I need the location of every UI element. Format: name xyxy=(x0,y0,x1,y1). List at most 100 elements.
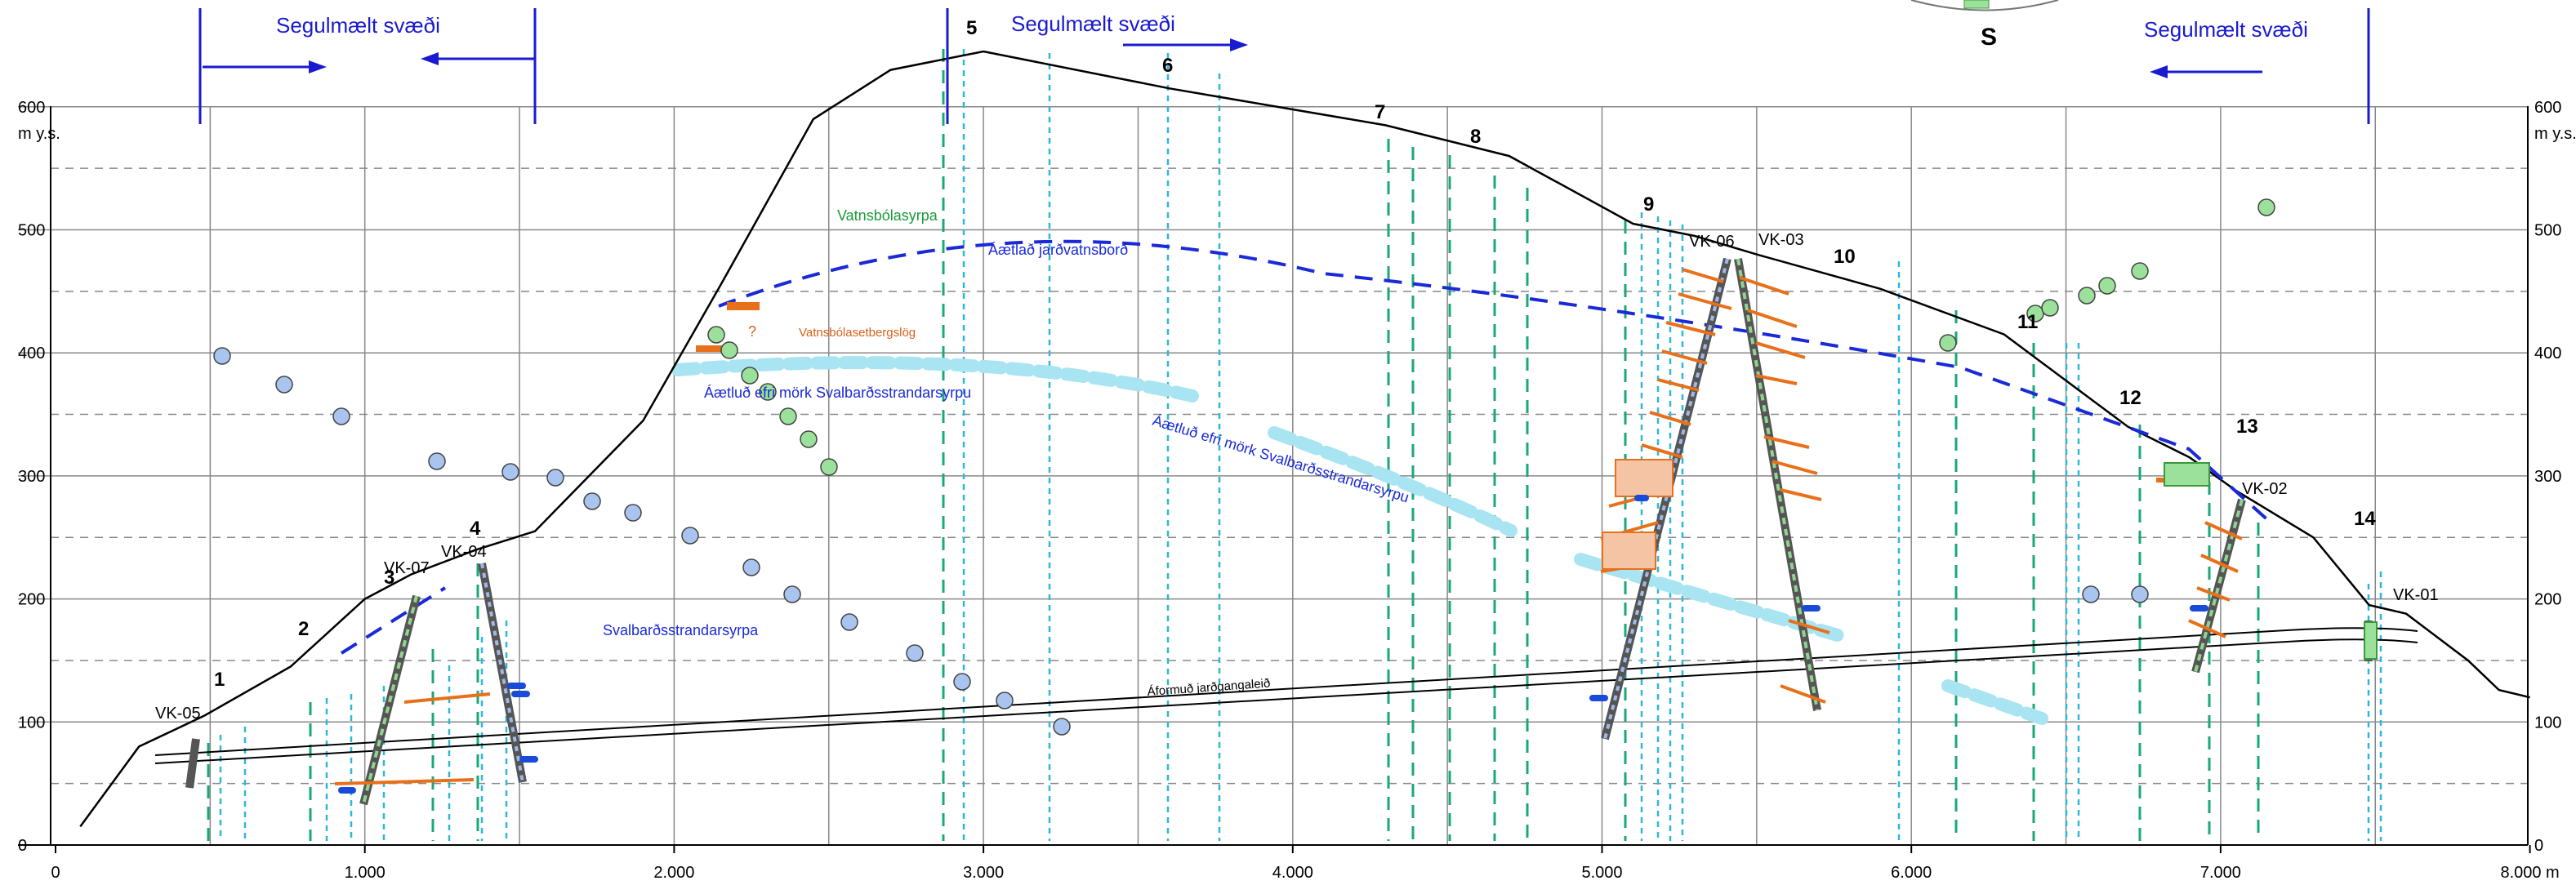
axis-frame xyxy=(18,106,2529,846)
water-table-line xyxy=(340,239,2272,655)
green-circle-marker xyxy=(779,407,797,425)
y-tick-label-left: 400 xyxy=(18,345,45,362)
blue-circle-marker xyxy=(428,452,446,470)
surface-markers xyxy=(213,198,2275,736)
blue-circle-marker xyxy=(583,492,601,510)
y-axis: 0 0 100 100 200 200 300 300 400 400 500 500 600 600 xyxy=(18,99,2561,855)
blue-circle-marker xyxy=(996,692,1014,709)
borehole-label: VK-03 xyxy=(1758,231,1804,249)
grid xyxy=(18,106,2528,845)
borehole-label: VK-01 xyxy=(2393,586,2439,604)
green-circle-marker xyxy=(2078,287,2096,305)
blue-circle-marker xyxy=(546,469,564,487)
borehole-label: VK-06 xyxy=(1689,233,1735,251)
x-tick-label: 3.000 xyxy=(963,864,1004,882)
label-upper-boundary-1: Áætluð efri mörk Svalbarðsstrandarsyrpu xyxy=(704,385,971,401)
blue-circle-marker xyxy=(783,585,801,603)
y-unit-left: m y.s. xyxy=(18,125,60,143)
section-number: 2 xyxy=(298,618,309,640)
green-circle-marker xyxy=(2131,262,2149,280)
green-circle-marker xyxy=(720,341,738,359)
magnetic-zones xyxy=(198,8,2370,124)
x-tick-label: 5.000 xyxy=(1581,864,1622,882)
y-tick-label-right: 600 xyxy=(2534,99,2561,117)
y-tick-label-right: 500 xyxy=(2534,222,2561,240)
green-circle-marker xyxy=(741,367,759,385)
borehole-label: VK-07 xyxy=(384,559,430,577)
alteration-marks xyxy=(334,268,2243,785)
section-number: 11 xyxy=(2017,311,2038,333)
borehole-label: VK-04 xyxy=(441,543,487,561)
blue-circle-marker xyxy=(332,407,350,425)
label-vatnsbolasyrpa: Vatnsbólasyrpa xyxy=(837,207,938,224)
blue-circle-marker xyxy=(501,463,519,481)
zone-label-3: Segulmælt svæði xyxy=(2144,17,2308,42)
x-tick-label: 4.000 xyxy=(1272,864,1313,882)
label-sediments: Vatnsbólasetbergslög xyxy=(799,326,916,340)
compass: S xyxy=(1910,0,2059,51)
green-circle-marker xyxy=(820,458,838,476)
label-upper-boundary-2: Áætluð efri mörk Svalbarðsstrandarsyrpu xyxy=(1151,412,1411,506)
section-number: 12 xyxy=(2119,387,2141,409)
label-svalbard-formation: Svalbarðsstrandarsyrpa xyxy=(603,622,759,638)
terrain-profile xyxy=(79,50,2530,828)
green-circle-marker xyxy=(2041,299,2059,317)
y-tick-label-left: 0 xyxy=(18,837,27,855)
blue-circle-marker xyxy=(906,644,924,662)
section-number: 5 xyxy=(966,17,977,39)
x-tick-label: 7.000 xyxy=(2200,864,2241,882)
section-number: 13 xyxy=(2236,416,2258,438)
section-number: 6 xyxy=(1162,55,1173,77)
section-number: 7 xyxy=(1375,101,1385,123)
x-tick-label: 8.000 m xyxy=(2500,864,2559,882)
blue-circle-marker xyxy=(2082,585,2100,603)
green-circle-marker xyxy=(707,326,725,344)
section-number: 3 xyxy=(384,567,394,589)
section-number: 4 xyxy=(470,518,481,540)
label-question: ? xyxy=(748,323,756,340)
green-circle-marker xyxy=(2257,198,2275,216)
blue-circle-marker xyxy=(953,673,971,691)
green-circle-marker xyxy=(2098,277,2116,295)
green-circle-marker xyxy=(1939,334,1957,352)
blue-circle-marker xyxy=(840,613,858,631)
green-circle-marker xyxy=(800,430,818,448)
magnetic-anomalies xyxy=(338,495,2208,794)
green-marker-block xyxy=(2164,462,2210,487)
green-circle-marker xyxy=(759,383,777,401)
label-tunnel: Áformuð jarðgangaleið xyxy=(1147,677,1271,699)
x-axis: 0 1.000 2.000 3.000 4.000 5.000 6.000 7.000 8.00… xyxy=(51,845,2560,882)
y-tick-label-left: 300 xyxy=(18,468,45,486)
borehole-labels: VK-05 VK-07 VK-04 VK-06 VK-03 VK-02 VK-0… xyxy=(155,231,2439,723)
y-tick-label-left: 100 xyxy=(18,714,45,732)
y-tick-label-right: 400 xyxy=(2534,345,2561,362)
label-water-table: Áætlað jarðvatnsborð xyxy=(988,242,1128,258)
y-unit-right: m y.s. xyxy=(2534,125,2576,143)
borehole-label: VK-05 xyxy=(155,705,201,723)
compass-label: S xyxy=(1981,24,1997,51)
section-number: 14 xyxy=(2354,508,2376,530)
y-tick-label-left: 600 xyxy=(18,99,45,117)
blue-circle-marker xyxy=(624,504,642,522)
borehole-vk-05 xyxy=(185,738,200,789)
alteration-blocks xyxy=(1602,459,1674,570)
blue-circle-marker xyxy=(1053,718,1071,736)
blue-circle-marker xyxy=(213,347,231,365)
y-tick-label-right: 100 xyxy=(2534,714,2561,732)
blue-circle-marker xyxy=(2131,585,2149,603)
y-tick-label-left: 200 xyxy=(18,591,45,609)
zone-label-1: Segulmælt svæði xyxy=(276,13,440,38)
x-tick-label: 6.000 xyxy=(1891,864,1932,882)
y-tick-label-right: 0 xyxy=(2534,837,2543,855)
zone-label-2: Segulmælt svæði xyxy=(1011,11,1175,36)
section-number: 1 xyxy=(214,669,225,691)
section-number: 8 xyxy=(1470,126,1481,148)
x-tick-label: 2.000 xyxy=(653,864,694,882)
y-tick-label-right: 300 xyxy=(2534,468,2561,486)
section-number: 9 xyxy=(1643,193,1654,216)
blue-circle-marker xyxy=(275,376,293,394)
x-tick-label: 1.000 xyxy=(345,864,386,882)
y-tick-label-left: 500 xyxy=(18,222,45,240)
y-tick-label-right: 200 xyxy=(2534,591,2561,609)
